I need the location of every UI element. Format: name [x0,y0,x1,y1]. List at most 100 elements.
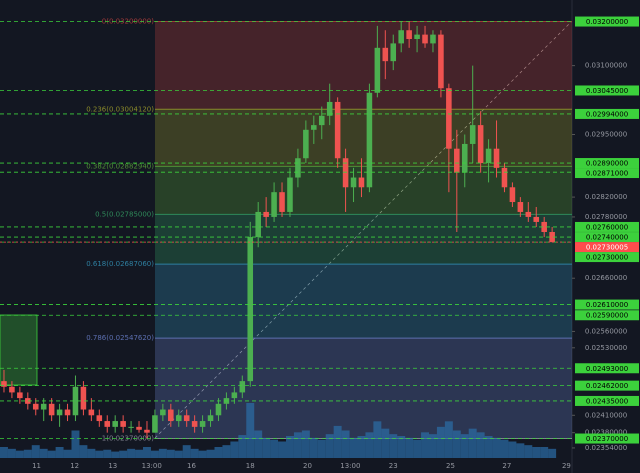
volume-bar [206,449,215,458]
y-tick-label: 0.02820000 [585,193,627,201]
volume-bar [476,432,485,458]
candle-body [549,232,555,243]
price-label-box [575,168,639,179]
candle-body [215,403,222,416]
volume-bar [429,434,437,458]
x-tick-label: 25 [446,462,455,470]
volume-bar [532,447,541,458]
candle-body [239,381,246,393]
x-tick-label: 20 [303,462,312,470]
volume-bar [182,445,191,458]
volume-bar [516,443,525,458]
volume-bar [7,448,16,458]
price-label: 0.02610000 [586,301,628,309]
price-label-box [575,299,639,310]
x-tick-label: 13 [108,462,117,470]
volume-bar [365,432,374,458]
candle-body [64,409,71,416]
candle-body [454,148,460,173]
price-label-box [575,310,639,321]
candle-body [318,115,325,126]
volume-bar [405,437,414,458]
volume-bar [397,436,406,458]
price-label-box [575,433,639,444]
candle-body [191,421,198,427]
volume-bar [357,436,366,458]
volume-bar [135,449,143,458]
y-tick-label: 0.03100000 [585,62,627,70]
x-tick-label: 13:00 [142,462,162,470]
volume-bar [484,436,493,458]
candle-body [56,409,63,416]
price-label: 0.02435000 [586,397,628,405]
candle-body [231,392,238,399]
volume-bar [270,439,279,458]
candle-body [422,34,428,44]
volume-bar [95,450,104,458]
candle-body [406,30,412,40]
candle-body [525,211,532,217]
volume-bar [111,451,120,458]
price-label: 0.02462000 [586,382,628,390]
volume-bar [301,430,310,458]
x-tick-label: 13:00 [340,462,360,470]
volume-bar [238,435,247,458]
candle-body [509,187,516,203]
y-tick-label: 0.02530000 [585,344,627,352]
volume-bar [39,448,48,458]
candle-body [160,409,166,416]
candle-body [414,34,420,40]
candle-body [541,221,547,233]
volume-bar [492,437,501,458]
fib-label: 0.618(0.02687060) [86,260,154,268]
volume-bar [468,428,477,458]
volume-bar [500,439,509,458]
y-tick-label: 0.02560000 [585,327,627,335]
candle-body [112,421,118,427]
volume-bar [389,434,398,458]
candle-body [152,415,158,433]
volume-bar [198,450,207,458]
price-label-box [575,363,639,374]
price-label: 0.03045000 [586,87,628,95]
volume-bar [413,439,422,458]
price-label-box [575,108,639,119]
volume-bar [190,448,199,458]
candle-body [104,421,111,427]
candle-body [88,409,95,416]
volume-bar [79,445,88,458]
volume-bar [293,432,302,458]
x-tick-label: 27 [502,462,511,470]
x-tick-label: 29 [562,462,571,470]
volume-bar [341,430,350,458]
candle-body [398,30,404,44]
candle-body [207,415,214,422]
price-label: 0.02871000 [586,170,628,178]
volume-bar [15,450,24,458]
volume-bar [166,449,175,458]
x-tick-label: 18 [246,462,255,470]
price-label-box [575,221,639,232]
candle-body [183,415,190,422]
candle-body [342,158,349,188]
candle-body [438,34,444,89]
price-label-box [575,85,639,96]
fib-label: 0.236(0.03004120) [86,105,154,113]
candle-body [326,101,333,116]
candle-body [25,398,31,404]
candle-body [144,429,150,433]
candle-body [128,426,134,428]
fib-label: 0.382(0.02882940) [86,162,154,170]
volume-bar [127,448,136,458]
volume-bar [540,447,549,458]
candle-body [199,421,206,427]
range-box [0,314,38,386]
volume-bar [381,428,390,458]
candle-body [48,403,55,416]
candle-body [287,177,293,212]
volume-bar [349,437,358,458]
candle-body [136,426,142,430]
x-tick-label: 12 [70,462,79,470]
price-label-box [575,242,639,253]
